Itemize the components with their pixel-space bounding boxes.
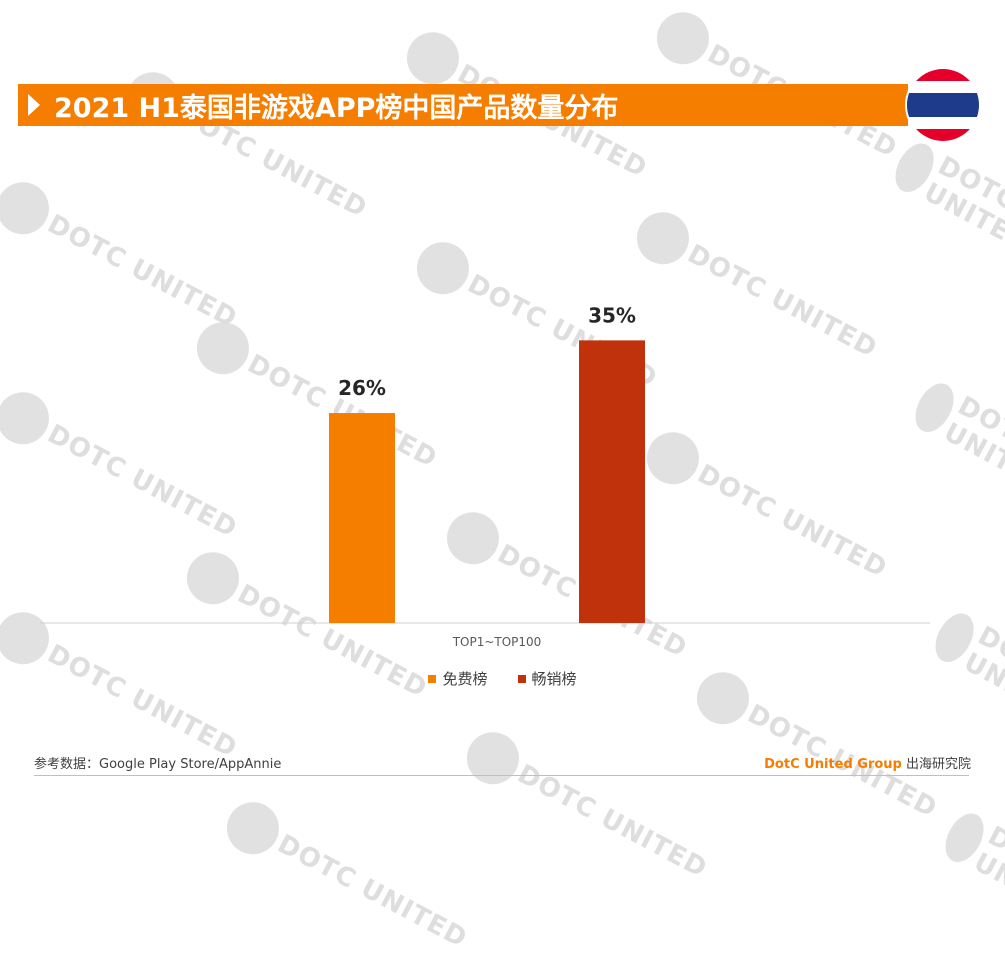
watermark-text: DOTC UNITED [272, 829, 473, 955]
chart-title: 2021 H1泰国非游戏APP榜中国产品数量分布 [54, 92, 619, 124]
footer-divider [34, 775, 969, 776]
legend-item: 畅销榜 [517, 668, 577, 689]
thailand-flag-icon [907, 69, 979, 141]
legend-swatch [428, 674, 437, 683]
chart-legend: 免费榜 畅销榜 [0, 668, 1005, 689]
brand-name: DotC United Group [764, 757, 902, 772]
legend-label: 免费榜 [442, 670, 488, 688]
institute-name: 出海研究院 [901, 757, 971, 772]
footer-credit: DotC United Group 出海研究院 [764, 753, 971, 772]
bar-chart: TOP1~TOP100 26% 35% [40, 303, 930, 649]
title-bar: 2021 H1泰国非游戏APP榜中国产品数量分布 [18, 84, 908, 126]
bar-value-label: 26% [338, 376, 386, 400]
title-arrow-icon [28, 94, 40, 116]
x-tick-label: TOP1~TOP100 [452, 635, 542, 649]
watermark-text: DOTC UNITED [968, 820, 1005, 929]
bar-2 [579, 340, 645, 623]
legend-item: 免费榜 [428, 668, 488, 689]
source-note: 参考数据：Google Play Store/AppAnnie [34, 757, 282, 772]
bar-1 [329, 413, 395, 623]
legend-swatch [517, 674, 526, 683]
bar-value-label: 35% [588, 303, 636, 327]
legend-label: 畅销榜 [531, 670, 577, 688]
